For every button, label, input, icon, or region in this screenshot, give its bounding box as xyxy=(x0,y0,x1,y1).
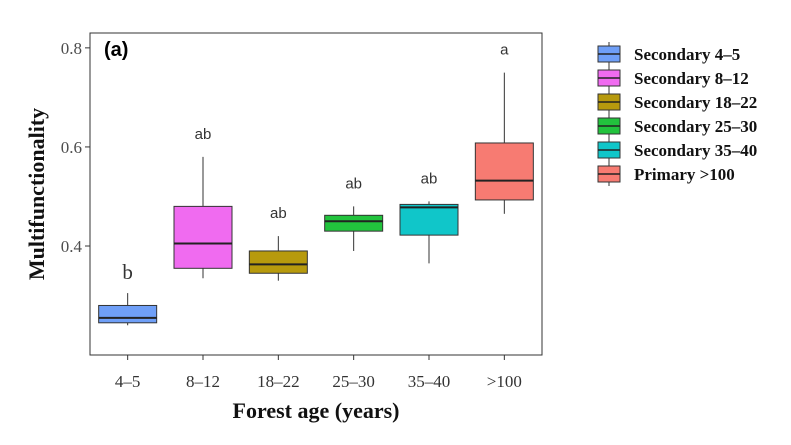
legend-item: Secondary 25–30 xyxy=(597,114,757,138)
legend-label: Secondary 18–22 xyxy=(634,93,757,112)
x-tick-label: 18–22 xyxy=(257,372,300,391)
y-tick-label: 0.4 xyxy=(61,237,83,256)
legend-item: Secondary 8–12 xyxy=(597,66,749,90)
y-axis: 0.4 0.6 0.8 xyxy=(61,39,90,256)
significance-letter: a xyxy=(500,42,509,59)
box-2 xyxy=(173,156,233,279)
box-4 xyxy=(324,206,384,251)
legend-item: Secondary 35–40 xyxy=(597,138,757,162)
x-tick-label: 8–12 xyxy=(186,372,220,391)
significance-letter: ab xyxy=(345,175,362,192)
significance-letters: b ab ab ab ab a xyxy=(122,42,509,284)
legend-item: Secondary 4–5 xyxy=(597,42,740,66)
plot-frame xyxy=(89,32,543,356)
box-body xyxy=(399,203,459,236)
box-group xyxy=(98,72,534,326)
legend-label: Secondary 8–12 xyxy=(634,69,749,88)
box-body xyxy=(248,250,308,274)
significance-letter: ab xyxy=(421,170,438,187)
y-tick-label: 0.8 xyxy=(61,39,82,58)
x-tick-label: 25–30 xyxy=(332,372,375,391)
significance-letter: ab xyxy=(195,126,212,143)
significance-letter: ab xyxy=(270,205,287,222)
y-axis-label: Multifunctionality xyxy=(24,108,49,280)
legend-item: Secondary 18–22 xyxy=(597,90,757,114)
box-5 xyxy=(399,201,459,264)
box-body xyxy=(474,142,534,201)
legend-label: Primary >100 xyxy=(634,165,735,184)
x-axis-label: Forest age (years) xyxy=(233,398,400,423)
box-1 xyxy=(98,293,158,326)
y-tick-label: 0.6 xyxy=(61,138,82,157)
box-3 xyxy=(248,236,308,281)
box-body xyxy=(173,205,233,269)
legend-label: Secondary 35–40 xyxy=(634,141,757,160)
significance-letter: b xyxy=(122,260,133,284)
x-tick-label: 4–5 xyxy=(115,372,141,391)
panel-label: (a) xyxy=(104,39,128,61)
x-axis: 4–5 8–12 18–22 25–30 35–40 >100 xyxy=(115,355,522,391)
box-body xyxy=(324,214,384,232)
box-body xyxy=(98,304,158,324)
legend-label: Secondary 4–5 xyxy=(634,45,740,64)
legend-label: Secondary 25–30 xyxy=(634,117,757,136)
box-6 xyxy=(474,72,534,214)
legend-item: Primary >100 xyxy=(597,162,735,186)
x-tick-label: 35–40 xyxy=(408,372,451,391)
x-tick-label: >100 xyxy=(487,372,522,391)
legend: Secondary 4–5 Secondary 8–12 Secondary 18–… xyxy=(597,42,757,186)
